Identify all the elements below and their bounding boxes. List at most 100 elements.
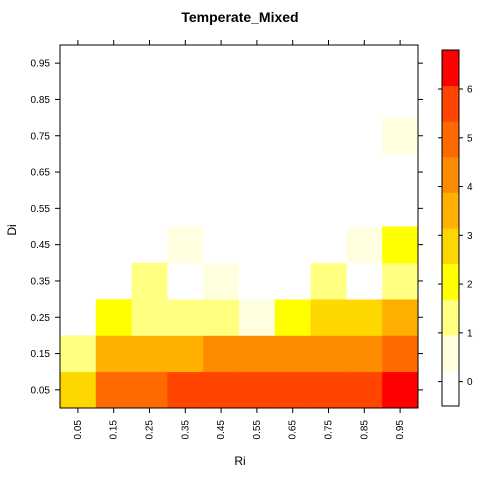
y-axis-label: Di	[5, 224, 19, 235]
colorbar-segment	[442, 245, 459, 256]
x-tick-label: 0.55	[252, 420, 263, 440]
heatmap-cell	[382, 299, 419, 336]
heatmap-cell	[274, 371, 311, 409]
heatmap-cell	[167, 299, 204, 336]
heatmap-cell	[239, 190, 276, 227]
y-tick-label: 0.45	[31, 240, 51, 251]
heatmap-cell	[382, 117, 419, 155]
heatmap-cell	[274, 226, 311, 264]
colorbar-segment	[442, 254, 459, 265]
heatmap-cell	[310, 226, 347, 264]
colorbar-segment	[442, 290, 459, 300]
colorbar-segment	[442, 236, 459, 247]
heatmap-cell	[239, 371, 276, 409]
heatmap-cell	[310, 371, 347, 409]
y-tick-label: 0.65	[31, 168, 51, 179]
colorbar-tick-label: 0	[467, 377, 473, 388]
x-axis-label: Ri	[234, 454, 245, 468]
heatmap-cell	[382, 226, 419, 264]
colorbar-segment	[442, 121, 459, 131]
chart-title: Temperate_Mixed	[181, 9, 298, 25]
colorbar-segment	[442, 379, 459, 389]
colorbar-tick-label: 6	[467, 85, 473, 96]
colorbar-segment	[442, 219, 459, 229]
colorbar-segment	[442, 183, 459, 193]
y-tick-label: 0.95	[31, 59, 51, 70]
colorbar-segment	[442, 352, 459, 362]
x-tick-label: 0.95	[395, 420, 406, 440]
colorbar-segment	[442, 317, 459, 327]
colorbar-segment	[442, 210, 459, 220]
heatmap-cell	[203, 371, 240, 409]
heatmap-cell	[95, 371, 132, 409]
y-tick-label: 0.35	[31, 276, 51, 287]
colorbar-segment	[442, 67, 459, 78]
colorbar-segment	[442, 228, 459, 238]
x-tick-label: 0.25	[145, 420, 156, 440]
colorbar-segment	[442, 281, 459, 291]
colorbar-segment	[442, 130, 459, 140]
heatmap-cell	[167, 262, 204, 300]
heatmap-cell	[167, 371, 204, 409]
colorbar-segment	[442, 397, 459, 407]
heatmap-cell	[167, 335, 204, 373]
colorbar-segment	[442, 388, 459, 398]
colorbar-segment	[442, 272, 459, 282]
colorbar-segment	[442, 112, 459, 122]
colorbar-segment	[442, 94, 459, 104]
colorbar-segment	[442, 201, 459, 211]
heatmap-cell	[239, 262, 276, 300]
heatmap-cell	[382, 153, 419, 191]
heatmap-cells	[60, 117, 419, 409]
colorbar-segment	[442, 192, 459, 202]
colorbar-tick-label: 4	[467, 182, 473, 193]
y-tick-label: 0.85	[31, 95, 51, 106]
heatmap-cell	[60, 371, 97, 409]
colorbar-segment	[442, 165, 459, 176]
heatmap-cell	[203, 190, 240, 227]
heatmap-cell	[239, 335, 276, 373]
y-tick-label: 0.55	[31, 204, 51, 215]
x-tick-label: 0.15	[109, 420, 120, 440]
heatmap-cell	[310, 262, 347, 300]
y-tick-label: 0.05	[31, 385, 51, 396]
colorbar-tick-label: 2	[467, 280, 473, 291]
heatmap-cell	[346, 190, 383, 227]
colorbar-segment	[442, 174, 459, 184]
heatmap-cell	[203, 262, 240, 300]
colorbar-segment	[442, 299, 459, 309]
colorbar-segment	[442, 147, 459, 158]
axes: 0.05 0.15 0.25 0.35 0.45 0.55 0.65 0.75 0.85 0.95…	[31, 40, 423, 439]
colorbar-segment	[442, 76, 459, 87]
heatmap-cell	[131, 262, 168, 300]
colorbar-segment	[442, 58, 459, 69]
heatmap-cell	[346, 371, 383, 409]
heatmap-cell	[60, 335, 97, 373]
heatmap-cell	[346, 335, 383, 373]
heatmap-cell	[131, 335, 168, 373]
heatmap-cell	[274, 335, 311, 373]
x-tick-label: 0.05	[73, 420, 84, 440]
heatmap-cell	[310, 299, 347, 336]
colorbar-segment	[442, 50, 459, 60]
heatmap-cell	[95, 335, 132, 373]
heatmap-cell	[274, 262, 311, 300]
y-tick-label: 0.15	[31, 349, 51, 360]
heatmap-cell	[239, 226, 276, 264]
colorbar-segment	[442, 156, 459, 167]
colorbar-segment	[442, 361, 459, 371]
heatmap-cell	[346, 299, 383, 336]
x-tick-label: 0.75	[324, 420, 335, 440]
colorbar-segment	[442, 334, 459, 345]
colorbar-segment	[442, 308, 459, 318]
colorbar-tick-label: 3	[467, 231, 473, 242]
colorbar: 0 1 2 3 4 5 6	[438, 49, 473, 407]
heatmap-cell	[203, 299, 240, 336]
heatmap-cell	[239, 299, 276, 336]
heatmap-cell	[382, 335, 419, 373]
heatmap-cell	[310, 335, 347, 373]
colorbar-tick-label: 5	[467, 133, 473, 144]
heatmap-cell	[346, 226, 383, 264]
heatmap-cell	[382, 262, 419, 300]
